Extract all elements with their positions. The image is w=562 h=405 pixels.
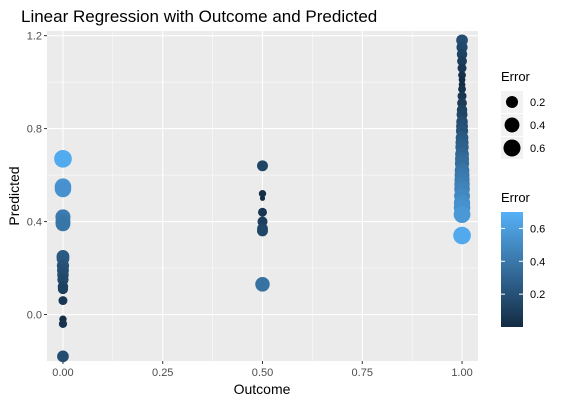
data-point [54,149,72,168]
data-point [457,91,467,101]
size-legend-key [505,95,519,109]
size-legend-title: Error [501,69,531,84]
x-tick-label: 1.00 [451,367,472,379]
color-legend-label: 0.4 [530,256,545,268]
data-point [453,206,471,223]
size-legend-label: 0.6 [530,143,545,155]
x-tick-label: 0.00 [52,367,73,379]
data-point [55,216,71,232]
x-tick-label: 0.75 [352,367,373,379]
y-axis: 0.0 0.4 0.8 1.2 [27,31,47,322]
size-legend-label: 0.4 [530,120,545,132]
data-point [257,160,268,172]
data-point [258,207,267,217]
data-point [259,195,266,201]
color-legend-label: 0.6 [530,223,545,235]
x-axis: 0.00 0.25 0.50 0.75 1.00 [52,361,473,379]
data-point [457,56,467,67]
data-point [58,319,68,328]
size-legend-label: 0.2 [530,97,545,109]
size-legend: Error 0.2 0.4 0.6 [501,69,545,159]
y-tick-label: 0.4 [27,217,42,229]
data-point [258,189,267,198]
data-point [57,350,69,363]
data-point [255,277,270,292]
data-point [458,85,466,94]
size-legend-key [503,139,521,157]
chart-title: Linear Regression with Outcome and Predi… [21,7,377,26]
data-points [54,34,471,363]
y-tick-label: 0.0 [27,310,42,322]
data-point [453,226,471,245]
data-point [54,180,72,198]
data-point [456,48,468,60]
data-point [58,296,68,306]
color-legend-label: 0.2 [530,289,545,301]
data-point [257,225,268,237]
x-axis-title: Outcome [234,381,291,397]
y-tick-label: 1.2 [27,31,42,43]
color-legend-bar [501,212,523,327]
x-tick-label: 0.50 [252,367,273,379]
x-tick-label: 0.25 [152,367,173,379]
size-legend-key [504,117,520,133]
y-tick-label: 0.8 [27,124,42,136]
y-axis-title: Predicted [6,166,22,225]
data-point [458,76,466,84]
data-point [57,283,69,295]
data-point [457,63,467,73]
color-legend-title: Error [501,190,531,205]
color-legend: Error 0.2 0.4 0.6 [501,190,545,327]
